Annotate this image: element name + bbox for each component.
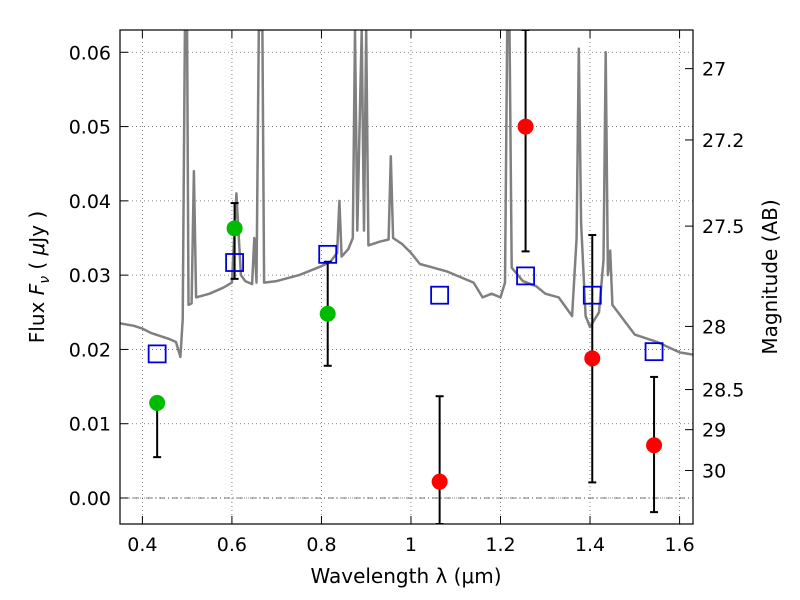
model-spectrum-line <box>120 30 693 359</box>
marker-detection <box>149 394 166 411</box>
marker-model_phot <box>318 244 338 264</box>
x-tick-labels: 0.4 0.6 0.8 1 1.2 1.4 1.6 <box>127 534 694 556</box>
x-tick-label: 0.8 <box>306 534 336 556</box>
y-axis-label-part-flux: Flux <box>25 295 49 343</box>
y-tick-label: 0.04 <box>69 191 111 213</box>
y-axis-label-part-nu: ν <box>37 276 53 284</box>
marker-model_phot <box>644 342 664 362</box>
magnitude-tick-label: 29 <box>702 420 726 442</box>
marker-model_phot <box>225 253 245 272</box>
magnitude-tick-labels: 27 27.2 27.5 28 28.5 29 30 <box>702 59 744 483</box>
marker-nondetection <box>517 118 534 135</box>
marker-model_phot <box>147 344 167 364</box>
x-tick-label: 0.4 <box>127 534 157 556</box>
magnitude-tick-label: 28.5 <box>702 380 744 402</box>
y-tick-label: 0.06 <box>69 42 111 64</box>
markers <box>147 118 664 490</box>
x-tick-label: 1.6 <box>664 534 694 556</box>
y-axis-label-part-mu: μ <box>25 243 49 257</box>
marker-nondetection <box>431 473 448 490</box>
marker-model_phot <box>430 285 450 305</box>
x-axis-label: Wavelength λ (μm) <box>310 564 501 588</box>
y-axis-label: Flux Fν ( μJy ) <box>25 211 53 343</box>
marker-detection <box>226 220 243 237</box>
magnitude-tick-label: 27.2 <box>702 130 744 152</box>
plot-frame <box>119 29 694 525</box>
error-bars <box>153 30 659 524</box>
marker-nondetection <box>646 437 663 454</box>
y-tick-label: 0.03 <box>69 265 111 287</box>
ticks <box>120 30 693 524</box>
x-tick-label: 0.6 <box>217 534 247 556</box>
magnitude-tick-label: 30 <box>702 461 726 483</box>
marker-nondetection <box>584 350 601 367</box>
y-tick-label: 0.00 <box>69 488 111 510</box>
marker-detection <box>319 305 336 322</box>
y-tick-label: 0.01 <box>69 414 111 436</box>
x-tick-label: 1 <box>405 534 417 556</box>
marker-model_phot <box>516 266 535 286</box>
y-axis-label-part-f: F <box>25 283 49 295</box>
y-tick-label: 0.02 <box>69 339 111 361</box>
magnitude-tick-label: 28 <box>702 316 726 338</box>
y-tick-labels: 0.00 0.01 0.02 0.03 0.04 0.05 0.06 <box>69 42 111 510</box>
y-axis-label-part-jy: Jy ) <box>25 211 49 245</box>
model-spectrum <box>120 30 693 359</box>
magnitude-tick-label: 27.5 <box>702 216 744 238</box>
y-axis-label-part-paren: ( <box>25 255 49 276</box>
magnitude-axis-label: Magnitude (AB) <box>758 199 782 354</box>
marker-model_phot <box>582 285 602 305</box>
y-tick-label: 0.05 <box>69 117 111 139</box>
x-tick-label: 1.2 <box>485 534 515 556</box>
x-tick-label: 1.4 <box>575 534 605 556</box>
magnitude-tick-label: 27 <box>702 59 726 81</box>
